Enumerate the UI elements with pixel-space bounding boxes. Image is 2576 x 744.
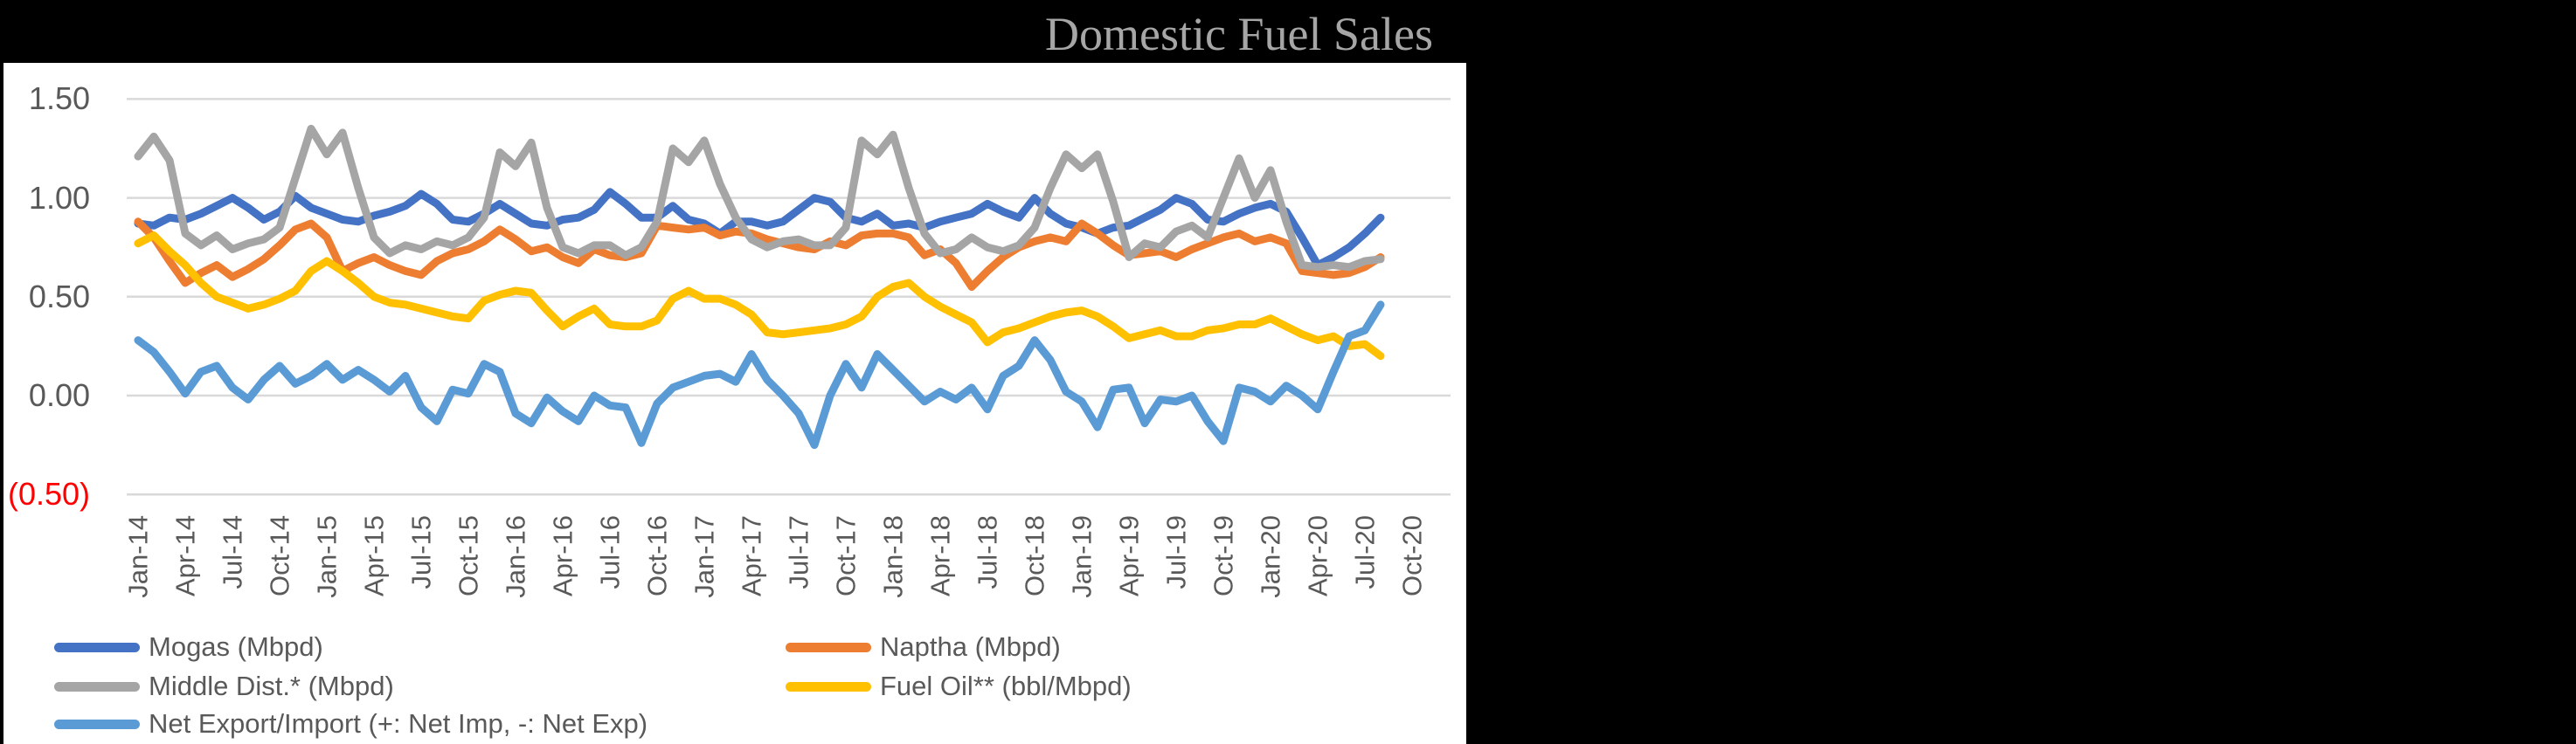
series-line-mogas-mbpd (134, 188, 1385, 270)
x-axis-label: Oct-15 (453, 515, 484, 597)
x-axis-label: Oct-19 (1208, 515, 1239, 597)
x-axis-label: Jul-15 (405, 515, 437, 589)
legend-swatch-fuel-oil-bbl-mbpd (786, 681, 871, 692)
x-axis-label: Oct-14 (264, 515, 295, 597)
x-axis-label: Jul-17 (783, 515, 814, 589)
x-axis-label: Jul-19 (1160, 515, 1192, 589)
x-axis-label: Apr-20 (1302, 515, 1333, 597)
legend-swatch-mogas-mbpd (54, 642, 140, 652)
line-chart-plot (127, 98, 1451, 496)
x-axis-label: Jul-14 (217, 515, 248, 589)
chart-panel: 1.50 1.00 0.50 0.00 (0.50) Jan-14 Apr-14 Jul-1… (3, 63, 1466, 744)
x-axis-label: Apr-17 (736, 515, 767, 597)
y-axis-label: 1.50 (28, 80, 90, 116)
legend-item-net-export-import-net-imp-net-exp: Net Export/Import (+: Net Imp, -: Net Ex… (54, 708, 647, 740)
legend-swatch-net-export-import-net-imp-net-exp (54, 719, 140, 729)
legend-label: Middle Dist.* (Mbpd) (149, 671, 394, 701)
chart-title: Domestic Fuel Sales (1045, 8, 1433, 60)
legend-label: Naptha (Mbpd) (880, 631, 1061, 662)
x-axis-label: Oct-16 (641, 515, 673, 597)
x-axis-label: Oct-18 (1019, 515, 1050, 597)
series-line-net-export-import-net-imp-net-exp (134, 300, 1385, 450)
x-axis-label: Jan-14 (122, 515, 154, 598)
x-axis-label: Jul-20 (1349, 515, 1381, 589)
x-axis-label: Jan-17 (689, 515, 720, 598)
legend-item-middle-dist-mbpd: Middle Dist.* (Mbpd) (54, 671, 394, 702)
y-axis-label: 0.00 (28, 377, 90, 413)
x-axis-label: Apr-16 (547, 515, 578, 597)
legend-label: Fuel Oil** (bbl/Mbpd) (880, 671, 1132, 701)
legend-label: Net Export/Import (+: Net Imp, -: Net Ex… (149, 708, 648, 739)
series-line-fuel-oil-bbl-mbpd (134, 231, 1385, 361)
legend-swatch-middle-dist-mbpd (54, 681, 140, 692)
y-axis-label: 0.50 (28, 279, 90, 314)
x-axis-label: Apr-15 (358, 515, 390, 597)
x-axis-label: Apr-14 (170, 515, 201, 597)
x-axis-label: Apr-18 (924, 515, 956, 597)
x-axis-label: Jul-16 (594, 515, 626, 589)
x-axis-label: Jul-18 (972, 515, 1003, 589)
legend-item-fuel-oil-bbl-mbpd: Fuel Oil** (bbl/Mbpd) (786, 671, 1132, 702)
legend-item-mogas-mbpd: Mogas (Mbpd) (54, 631, 323, 663)
legend-item-naptha-mbpd: Naptha (Mbpd) (786, 631, 1061, 663)
legend-label: Mogas (Mbpd) (149, 631, 323, 662)
series-line-middle-dist-mbpd (134, 124, 1385, 272)
x-axis-label: Jan-15 (311, 515, 343, 598)
x-axis-label: Oct-20 (1396, 515, 1428, 597)
x-axis-label: Jan-16 (500, 515, 531, 598)
y-axis-label: 1.00 (28, 180, 90, 216)
x-axis-label: Apr-19 (1113, 515, 1145, 597)
x-axis-label: Jan-19 (1066, 515, 1098, 598)
legend-swatch-naptha-mbpd (786, 642, 871, 652)
x-axis-label: Oct-17 (830, 515, 862, 597)
x-axis-label: Jan-18 (877, 515, 909, 598)
y-axis-label: (0.50) (7, 476, 90, 512)
x-axis-label: Jan-20 (1255, 515, 1286, 598)
